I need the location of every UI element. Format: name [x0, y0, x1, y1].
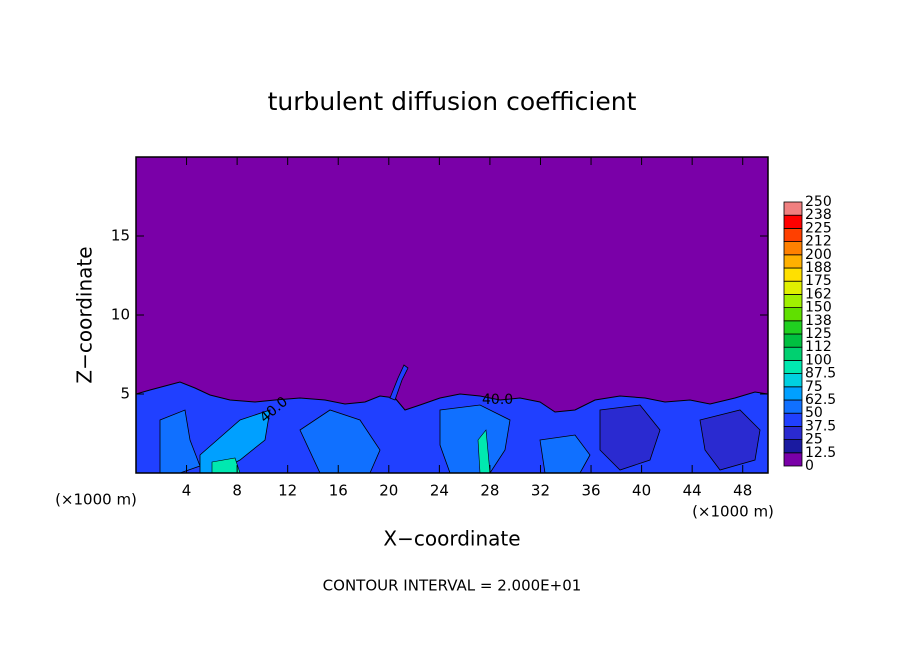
colorbar-box [783, 425, 803, 440]
colorbar-box [783, 386, 803, 401]
colorbar-label: 212 [805, 234, 832, 250]
y-axis-title: Z−coordinate [73, 246, 97, 383]
colorbar-label: 250 [805, 194, 832, 210]
x-tick-label: 12 [278, 482, 297, 500]
y-tick-label: 10 [111, 306, 130, 324]
x-tick-label: 48 [733, 482, 752, 500]
colorbar-label: 87.5 [805, 366, 836, 382]
colorbar-label: 12.5 [805, 445, 836, 461]
colorbar-box [783, 346, 803, 361]
x-unit-label: (×1000 m) [692, 503, 774, 521]
colorbar-label: 200 [805, 247, 832, 263]
colorbar-label: 188 [805, 260, 832, 276]
footer: CONTOUR INTERVAL = 2.000E+01 [323, 577, 582, 595]
colorbar-box [783, 439, 803, 454]
colorbar-box [783, 241, 803, 256]
chart-title: turbulent diffusion coefficient [268, 87, 637, 116]
x-tick-label: 20 [379, 482, 398, 500]
colorbar-box [783, 320, 803, 335]
colorbar-label: 25 [805, 432, 823, 448]
colorbar-box [783, 412, 803, 427]
colorbar-box [783, 293, 803, 308]
colorbar-label: 37.5 [805, 418, 836, 434]
colorbar-label: 50 [805, 405, 823, 421]
contour-field [136, 364, 768, 473]
colorbar-box [783, 452, 803, 467]
colorbar-box [783, 201, 803, 216]
x-unit-label: (×1000 m) [55, 491, 137, 509]
x-tick-label: 4 [182, 482, 192, 500]
colorbar-label: 175 [805, 273, 832, 289]
colorbar-box [783, 267, 803, 282]
colorbar-label: 112 [805, 339, 832, 355]
colorbar-box [783, 333, 803, 348]
colorbar-label: 162 [805, 286, 832, 302]
y-tick-label: 5 [120, 385, 130, 403]
colorbar-box [783, 399, 803, 414]
colorbar-box [783, 373, 803, 388]
colorbar-box [783, 307, 803, 322]
colorbar-label: 138 [805, 313, 832, 329]
x-tick-label: 8 [232, 482, 242, 500]
colorbar-label: 150 [805, 300, 832, 316]
colorbar-label: 75 [805, 379, 823, 395]
colorbar-label: 238 [805, 207, 832, 223]
x-axis-title: X−coordinate [383, 527, 520, 551]
y-tick-label: 15 [111, 227, 130, 245]
colorbar-box [783, 254, 803, 269]
colorbar-label: 62.5 [805, 392, 836, 408]
x-tick-label: 16 [329, 482, 348, 500]
x-tick-label: 32 [531, 482, 550, 500]
colorbar-label: 225 [805, 220, 832, 236]
x-tick-label: 36 [581, 482, 600, 500]
colorbar-label: 125 [805, 326, 832, 342]
colorbar-box [783, 359, 803, 374]
colorbar-box [783, 214, 803, 229]
x-tick-label: 28 [480, 482, 499, 500]
contour-label: 40.0 [482, 392, 513, 408]
colorbar-label: 0 [805, 458, 814, 474]
colorbar-box [783, 227, 803, 242]
x-tick-label: 40 [632, 482, 651, 500]
x-tick-label: 44 [683, 482, 702, 500]
colorbar-box [783, 280, 803, 295]
colorbar-label: 100 [805, 352, 832, 368]
x-tick-label: 24 [430, 482, 449, 500]
